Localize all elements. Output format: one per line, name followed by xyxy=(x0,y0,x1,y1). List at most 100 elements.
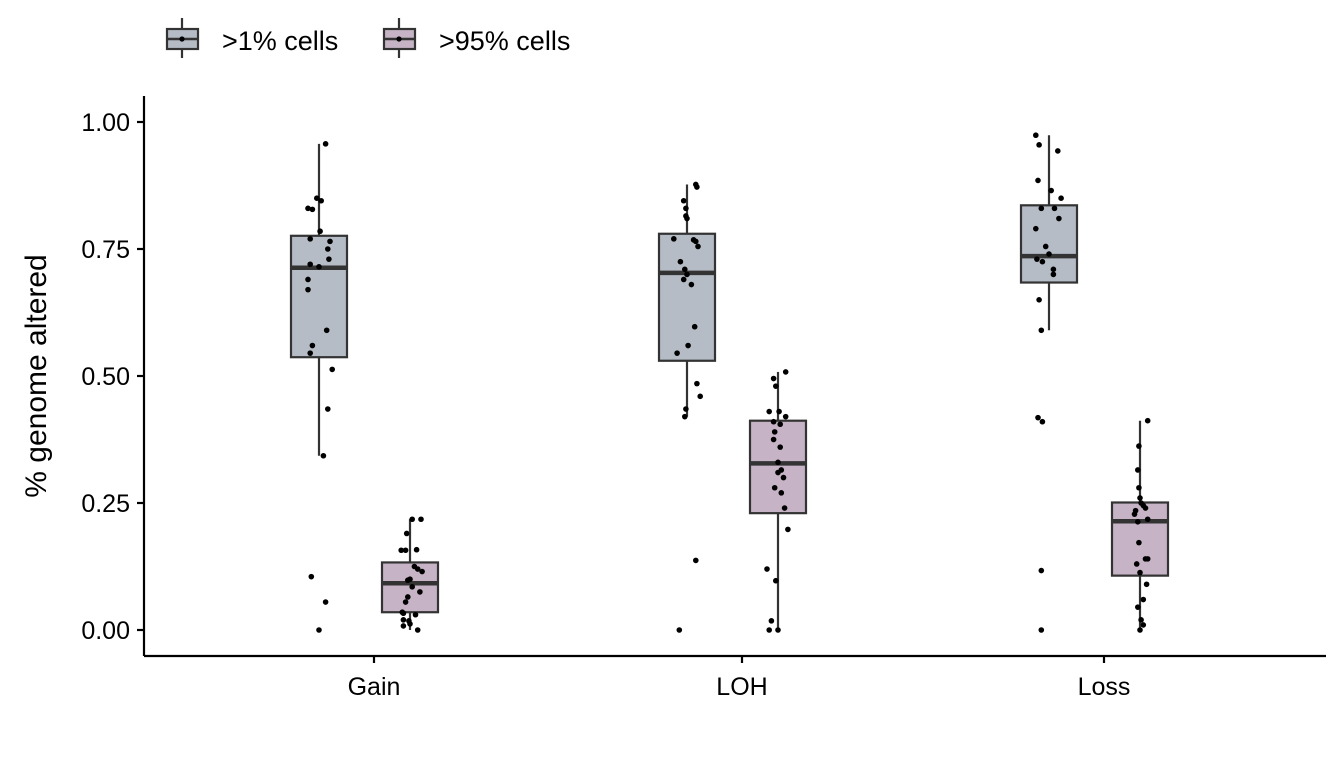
axes: 0.00 0.25 0.50 0.75 1.00 Gain LOH Loss xyxy=(81,96,1326,701)
data-point xyxy=(694,184,700,190)
data-point xyxy=(322,141,329,147)
data-point xyxy=(1135,518,1141,525)
data-point xyxy=(400,623,407,629)
data-point xyxy=(307,350,314,356)
data-point xyxy=(683,205,689,212)
data-point xyxy=(773,383,779,389)
data-point xyxy=(785,526,791,533)
plot-area xyxy=(289,132,1170,633)
data-point xyxy=(308,573,315,580)
data-point xyxy=(407,621,413,627)
legend: >1% cells >95% cells xyxy=(165,18,570,58)
data-point xyxy=(414,627,421,633)
data-point xyxy=(770,436,777,443)
data-point xyxy=(419,568,425,575)
data-point xyxy=(309,342,316,349)
legend-key-point xyxy=(396,36,402,42)
data-point xyxy=(777,444,783,450)
y-tick-label: 1.00 xyxy=(81,109,130,137)
data-point xyxy=(684,215,690,222)
data-point xyxy=(314,195,320,201)
data-point xyxy=(322,599,329,605)
data-point xyxy=(1137,627,1143,633)
data-point xyxy=(326,256,332,262)
data-point xyxy=(318,197,325,204)
data-point xyxy=(1140,596,1147,603)
data-point xyxy=(1055,148,1061,154)
data-point xyxy=(317,228,323,235)
data-point xyxy=(307,261,314,268)
data-point xyxy=(1046,251,1052,257)
data-point xyxy=(684,271,690,278)
data-point xyxy=(773,577,779,584)
y-tick-label: 0.75 xyxy=(81,236,130,264)
data-point xyxy=(1035,414,1041,421)
legend-key-point xyxy=(179,36,185,42)
data-point xyxy=(674,350,680,356)
data-point xyxy=(402,547,409,554)
x-tick-label: LOH xyxy=(716,673,767,701)
data-point xyxy=(1138,617,1144,623)
data-point xyxy=(1136,539,1142,546)
data-point xyxy=(1042,243,1049,250)
data-point xyxy=(323,327,330,334)
data-point xyxy=(694,380,700,387)
box-gt95pct-loh xyxy=(748,371,808,630)
data-point xyxy=(1144,417,1151,424)
data-point xyxy=(770,418,777,425)
data-point xyxy=(329,366,336,373)
data-point xyxy=(682,266,688,273)
data-point xyxy=(1038,567,1045,574)
data-point xyxy=(1039,418,1046,425)
x-tick-label: Loss xyxy=(1078,673,1131,701)
data-point xyxy=(398,547,405,554)
data-point xyxy=(771,484,778,491)
data-point xyxy=(305,276,311,283)
data-point xyxy=(776,408,782,415)
data-point xyxy=(775,627,781,633)
data-point xyxy=(400,610,407,617)
data-point xyxy=(695,243,701,250)
box-gt1pct-loss xyxy=(1019,135,1079,331)
data-point xyxy=(409,584,416,590)
data-point xyxy=(309,206,316,213)
data-point xyxy=(691,323,698,330)
data-point xyxy=(1038,205,1045,212)
data-point xyxy=(680,197,687,204)
data-point xyxy=(782,413,789,420)
data-point xyxy=(693,238,699,245)
legend-label: >1% cells xyxy=(222,26,338,56)
data-point xyxy=(1036,297,1042,303)
y-tick-label: 0.50 xyxy=(81,363,130,391)
data-point xyxy=(693,557,699,564)
data-point xyxy=(1038,327,1045,334)
data-point xyxy=(1144,516,1151,523)
data-point xyxy=(414,566,421,572)
data-point xyxy=(1137,569,1143,576)
data-point xyxy=(1033,225,1039,232)
data-point xyxy=(1140,622,1147,628)
box-gt1pct-gain xyxy=(289,143,349,456)
data-point xyxy=(682,413,688,420)
data-point xyxy=(782,369,789,375)
data-point xyxy=(1039,258,1046,265)
data-point xyxy=(688,281,695,288)
data-point xyxy=(766,627,772,633)
data-point xyxy=(780,474,787,481)
data-point xyxy=(775,469,781,476)
data-point xyxy=(764,566,770,572)
data-point xyxy=(1136,443,1142,449)
data-point xyxy=(685,342,691,349)
data-point xyxy=(697,393,703,400)
box-iqr xyxy=(657,232,717,362)
y-tick-label: 0.25 xyxy=(81,490,130,518)
data-point xyxy=(400,617,407,623)
data-point xyxy=(1133,561,1140,567)
box-gt95pct-gain xyxy=(380,519,440,630)
data-point xyxy=(327,238,333,245)
data-point xyxy=(1033,132,1039,139)
box-iqr xyxy=(1019,204,1079,284)
data-point xyxy=(1144,556,1151,562)
data-point xyxy=(307,236,314,242)
data-point xyxy=(1135,604,1141,610)
